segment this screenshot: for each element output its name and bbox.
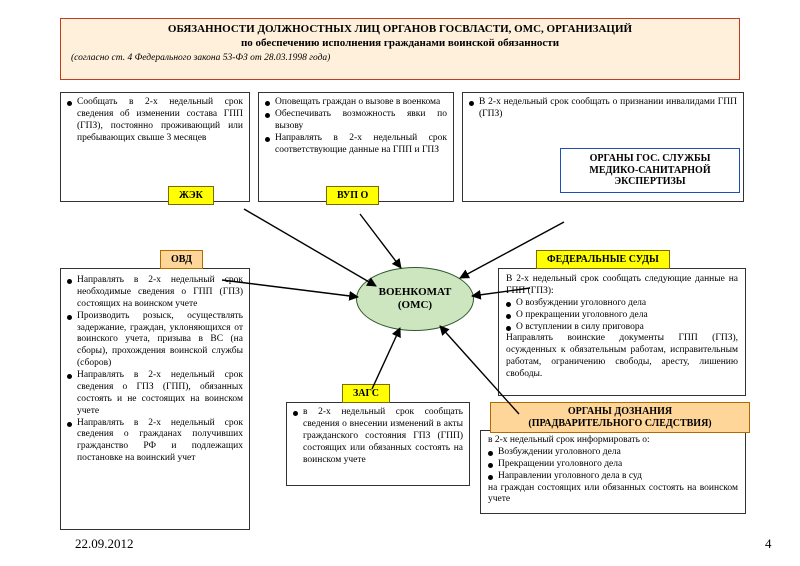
courts-outro: Направлять воинские документы ГПП (ГПЗ),…	[506, 333, 738, 381]
zhek-box: Сообщать в 2-х недельный срок сведения о…	[60, 92, 250, 202]
ovd-item: Производить розыск, осуществлять задержа…	[67, 311, 243, 370]
zhek-tag: ЖЭК	[168, 186, 214, 205]
ovd-item: Направлять в 2-х недельный срок сведения…	[67, 418, 243, 466]
courts-item: О возбуждении уголовного дела	[506, 298, 738, 310]
vupo-tag: ВУП О	[326, 186, 379, 205]
ovd-item: Направлять в 2-х недельный срок необходи…	[67, 275, 243, 311]
doznanie-bullets: Возбуждении уголовного дела Прекращении …	[488, 447, 738, 483]
courts-box: В 2-х недельный срок сообщать следующие …	[498, 268, 746, 396]
ovd-box: Направлять в 2-х недельный срок необходи…	[60, 268, 250, 530]
expert-item: В 2-х недельный срок сообщать о признани…	[469, 97, 737, 121]
zhek-bullets: Сообщать в 2-х недельный срок сведения о…	[67, 97, 243, 145]
doznanie-item: Прекращении уголовного дела	[488, 459, 738, 471]
central-node: ВОЕНКОМАТ(ОМС)	[356, 267, 474, 331]
vupo-item: Обеспечивать возможность явки по вызову	[265, 109, 447, 133]
ovd-bullets: Направлять в 2-х недельный срок необходи…	[67, 275, 243, 465]
doznanie-outro: на граждан состоящих или обязанных состо…	[488, 483, 738, 507]
central-line2: (ОМС)	[398, 299, 432, 311]
header-subtitle: по обеспечению исполнения гражданами вои…	[71, 37, 729, 51]
courts-bullets: О возбуждении уголовного дела О прекраще…	[506, 298, 738, 334]
footer-page: 4	[765, 536, 772, 552]
header-note: (согласно ст. 4 Федерального закона 53-Ф…	[71, 53, 729, 63]
doznanie-intro: в 2-х недельный срок информировать о:	[488, 435, 738, 447]
expert-tag: ОРГАНЫ ГОС. СЛУЖБЫ МЕДИКО-САНИТАРНОЙ ЭКС…	[560, 148, 740, 193]
ovd-item: Направлять в 2-х недельный срок сведения…	[67, 370, 243, 418]
courts-item: О прекращении уголовного дела	[506, 310, 738, 322]
doznanie-item: Возбуждении уголовного дела	[488, 447, 738, 459]
zags-bullets: в 2-х недельный срок сообщать сведения о…	[293, 407, 463, 466]
doznanie-box: в 2-х недельный срок информировать о: Во…	[480, 430, 746, 514]
doznanie-item: Направлении уголовного дела в суд	[488, 471, 738, 483]
zhek-item: Сообщать в 2-х недельный срок сведения о…	[67, 97, 243, 145]
central-line1: ВОЕНКОМАТ	[379, 286, 452, 298]
courts-tag: ФЕДЕРАЛЬНЫЕ СУДЫ	[536, 250, 670, 269]
footer-date: 22.09.2012	[75, 536, 134, 552]
vupo-bullets: Оповещать граждан о вызове в военкома Об…	[265, 97, 447, 156]
vupo-item: Направлять в 2-х недельный срок соответс…	[265, 133, 447, 157]
vupo-item: Оповещать граждан о вызове в военкома	[265, 97, 447, 109]
ovd-tag: ОВД	[160, 250, 203, 269]
courts-intro: В 2-х недельный срок сообщать следующие …	[506, 274, 738, 298]
expert-bullets: В 2-х недельный срок сообщать о признани…	[469, 97, 737, 121]
zags-tag: ЗАГС	[342, 384, 390, 403]
courts-item: О вступлении в силу приговора	[506, 322, 738, 334]
header-title: ОБЯЗАННОСТИ ДОЛЖНОСТНЫХ ЛИЦ ОРГАНОВ ГОСВ…	[71, 23, 729, 37]
zags-item: в 2-х недельный срок сообщать сведения о…	[293, 407, 463, 466]
header-box: ОБЯЗАННОСТИ ДОЛЖНОСТНЫХ ЛИЦ ОРГАНОВ ГОСВ…	[60, 18, 740, 80]
doznanie-tag: ОРГАНЫ ДОЗНАНИЯ (ПРАДВАРИТЕЛЬНОГО СЛЕДСТ…	[490, 402, 750, 433]
zags-box: в 2-х недельный срок сообщать сведения о…	[286, 402, 470, 486]
